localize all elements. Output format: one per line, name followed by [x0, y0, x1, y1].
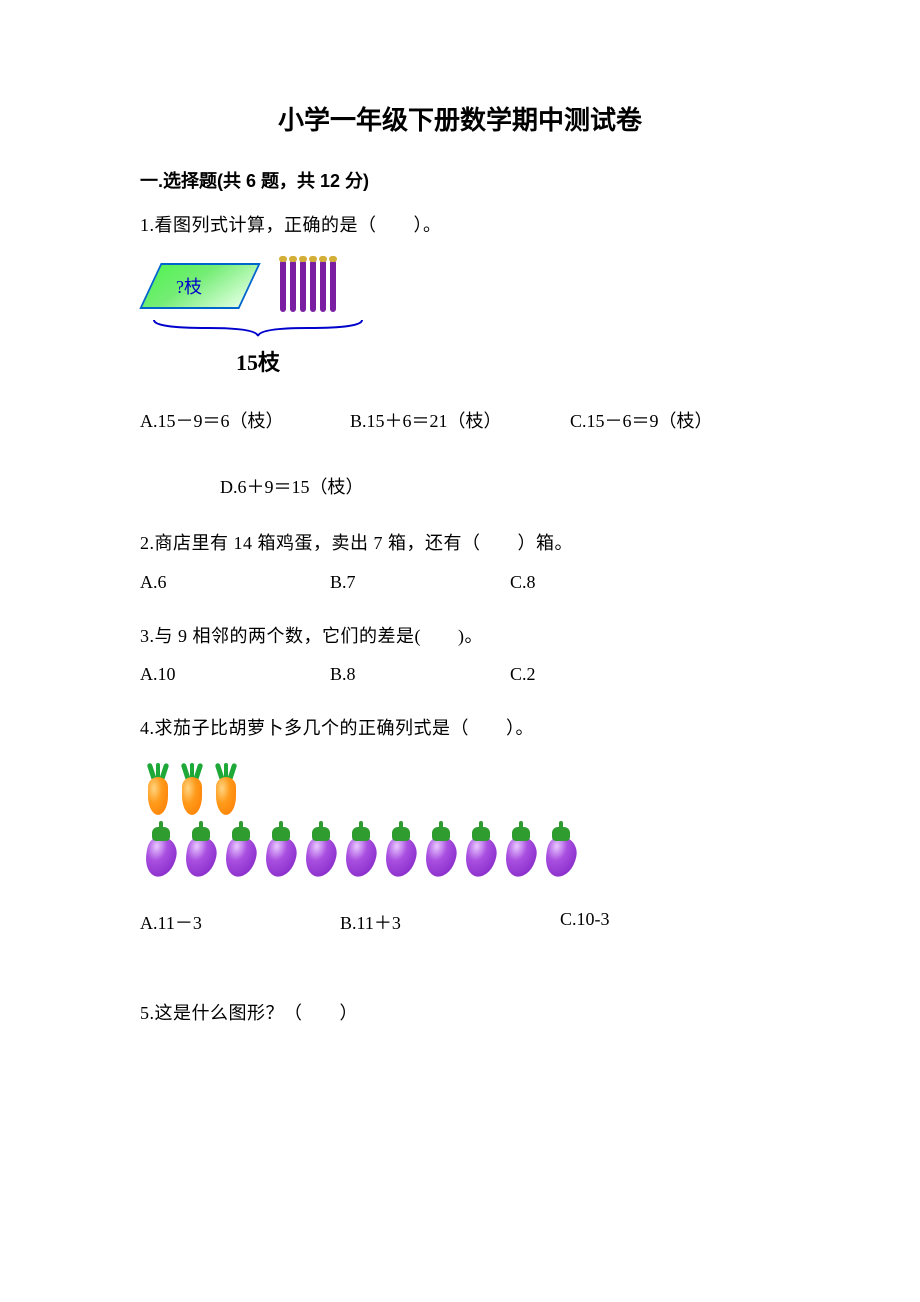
q4-optC: C.10-3 [560, 909, 610, 930]
stick-icon [310, 260, 316, 312]
q1-options-row1: A.15－9＝6（枝） B.15＋6＝21（枝） C.15－6＝9（枝） [140, 407, 780, 433]
brace-icon [148, 316, 368, 338]
q4-optA: A.11－3 [140, 909, 202, 935]
q1-box-label: ?枝 [176, 273, 202, 299]
q1-optB: B.15＋6＝21（枝） [350, 407, 502, 433]
page: 小学一年级下册数学期中测试卷 一.选择题(共 6 题，共 12 分) 1.看图列… [0, 0, 920, 1302]
section-1-heading: 一.选择题(共 6 题，共 12 分) [140, 167, 780, 193]
stick-icon [330, 260, 336, 312]
q1-parallelogram-box: ?枝 [150, 263, 250, 309]
q1-figure-row: ?枝 [150, 260, 780, 312]
q2-options: A.6 B.7 C.8 [140, 572, 780, 602]
eggplant-icon [184, 827, 218, 879]
q4-options: A.11－3 B.11＋3 C.10-3 [140, 909, 780, 939]
q1-brace: 15枝 [148, 316, 368, 377]
q4-figure [140, 763, 780, 879]
page-title: 小学一年级下册数学期中测试卷 [140, 100, 780, 137]
q2-stem: 2.商店里有 14 箱鸡蛋，卖出 7 箱，还有（ ）箱。 [140, 529, 780, 558]
q1-optD: D.6＋9＝15（枝） [220, 473, 780, 499]
stick-icon [280, 260, 286, 312]
stick-icon [320, 260, 326, 312]
eggplant-icon [384, 827, 418, 879]
q4-stem: 4.求茄子比胡萝卜多几个的正确列式是（ ）。 [140, 714, 780, 743]
q2-optB: B.7 [330, 572, 356, 593]
eggplant-icon [304, 827, 338, 879]
stick-icon [300, 260, 306, 312]
q3-options: A.10 B.8 C.2 [140, 664, 780, 694]
eggplant-icon [464, 827, 498, 879]
q2-optC: C.8 [510, 572, 536, 593]
q3-optC: C.2 [510, 664, 536, 685]
q3-optA: A.10 [140, 664, 176, 685]
carrot-icon [212, 763, 240, 819]
eggplant-icon [264, 827, 298, 879]
q3-optB: B.8 [330, 664, 356, 685]
eggplant-icon [424, 827, 458, 879]
eggplant-row [144, 827, 780, 879]
q3-stem: 3.与 9 相邻的两个数，它们的差是( )。 [140, 622, 780, 651]
carrot-icon [144, 763, 172, 819]
eggplant-icon [504, 827, 538, 879]
eggplant-icon [144, 827, 178, 879]
carrot-icon [178, 763, 206, 819]
eggplant-icon [344, 827, 378, 879]
q4-optB: B.11＋3 [340, 909, 401, 935]
q1-figure: ?枝 15枝 [140, 260, 780, 377]
eggplant-icon [224, 827, 258, 879]
q1-sticks-group [280, 260, 336, 312]
q1-stem: 1.看图列式计算，正确的是（ ）。 [140, 211, 780, 240]
carrot-row [144, 763, 780, 819]
q1-optC: C.15－6＝9（枝） [570, 407, 713, 433]
q5-stem: 5.这是什么图形？（ ） [140, 999, 780, 1028]
q2-optA: A.6 [140, 572, 167, 593]
stick-icon [290, 260, 296, 312]
eggplant-icon [544, 827, 578, 879]
q1-optA: A.15－9＝6（枝） [140, 407, 284, 433]
q1-total-label: 15枝 [148, 345, 368, 377]
